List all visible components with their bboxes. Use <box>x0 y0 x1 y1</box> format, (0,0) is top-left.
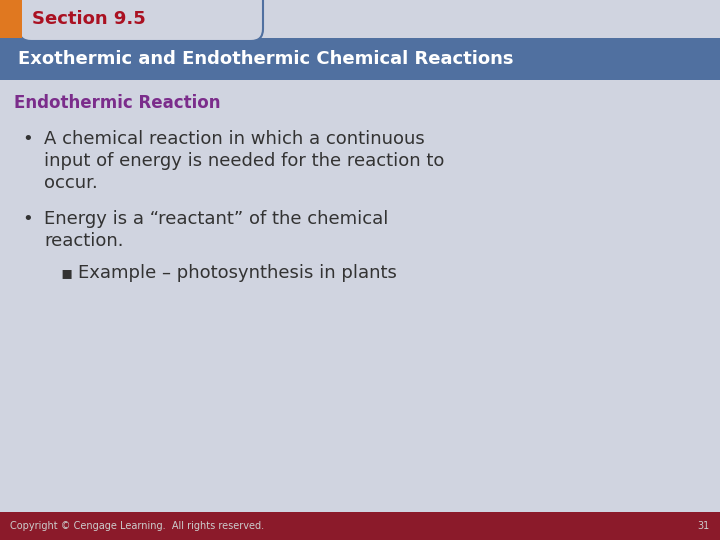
Bar <box>0 512 720 540</box>
Text: •: • <box>22 130 32 148</box>
Text: Copyright © Cengage Learning.  All rights reserved.: Copyright © Cengage Learning. All rights… <box>10 521 264 531</box>
Text: Endothermic Reaction: Endothermic Reaction <box>14 94 220 112</box>
Text: ▪: ▪ <box>60 264 72 282</box>
Text: Exothermic and Endothermic Chemical Reactions: Exothermic and Endothermic Chemical Reac… <box>18 50 513 68</box>
FancyBboxPatch shape <box>19 0 263 41</box>
Text: input of energy is needed for the reaction to: input of energy is needed for the reacti… <box>44 152 444 170</box>
Bar <box>0 38 720 80</box>
Bar <box>0 0 22 38</box>
Text: Section 9.5: Section 9.5 <box>32 10 145 28</box>
Text: Energy is a “reactant” of the chemical: Energy is a “reactant” of the chemical <box>44 210 388 228</box>
Text: reaction.: reaction. <box>44 232 124 250</box>
Text: Example – photosynthesis in plants: Example – photosynthesis in plants <box>78 264 397 282</box>
Text: 31: 31 <box>698 521 710 531</box>
Text: •: • <box>22 210 32 228</box>
Text: A chemical reaction in which a continuous: A chemical reaction in which a continuou… <box>44 130 425 148</box>
Text: occur.: occur. <box>44 174 98 192</box>
